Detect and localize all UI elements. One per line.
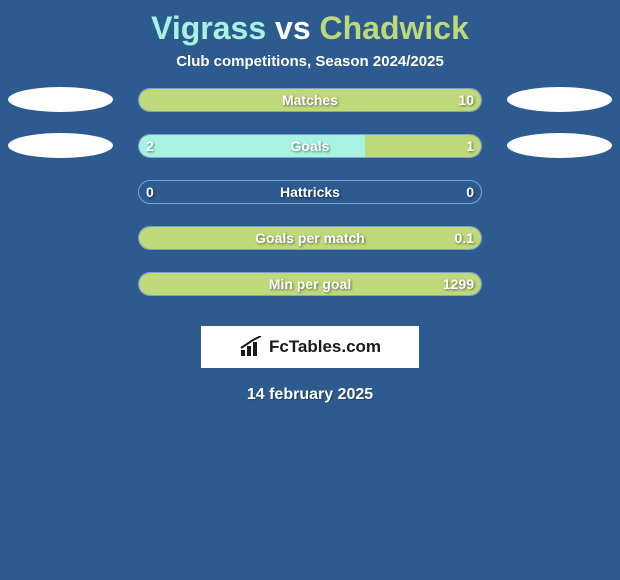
bar-fill-player2 <box>139 227 481 249</box>
bar-track <box>138 134 482 158</box>
bar-fill-player2 <box>365 135 481 157</box>
brand-chart-icon <box>239 336 265 358</box>
comparison-title: Vigrass vs Chadwick <box>0 0 620 53</box>
stat-row: Goals21 <box>0 134 620 180</box>
bar-track <box>138 272 482 296</box>
bar-track <box>138 180 482 204</box>
side-marker-ellipse <box>507 87 612 112</box>
bar-fill-player1 <box>139 135 365 157</box>
side-marker-ellipse <box>8 133 113 158</box>
player1-name: Vigrass <box>151 10 266 46</box>
brand-box: FcTables.com <box>201 326 419 368</box>
stat-row: Hattricks00 <box>0 180 620 226</box>
stats-rows: Matches10Goals21Hattricks00Goals per mat… <box>0 88 620 318</box>
side-marker-ellipse <box>8 87 113 112</box>
bar-track <box>138 88 482 112</box>
stat-row: Min per goal1299 <box>0 272 620 318</box>
snapshot-date: 14 february 2025 <box>0 386 620 404</box>
side-marker-ellipse <box>507 133 612 158</box>
player2-name: Chadwick <box>320 10 469 46</box>
brand-text: FcTables.com <box>269 337 381 357</box>
bar-fill-player2 <box>139 273 481 295</box>
stat-row: Matches10 <box>0 88 620 134</box>
stat-row: Goals per match0.1 <box>0 226 620 272</box>
vs-text: vs <box>275 10 311 46</box>
bar-fill-player2 <box>139 89 481 111</box>
bar-track <box>138 226 482 250</box>
season-subtitle: Club competitions, Season 2024/2025 <box>0 53 620 70</box>
